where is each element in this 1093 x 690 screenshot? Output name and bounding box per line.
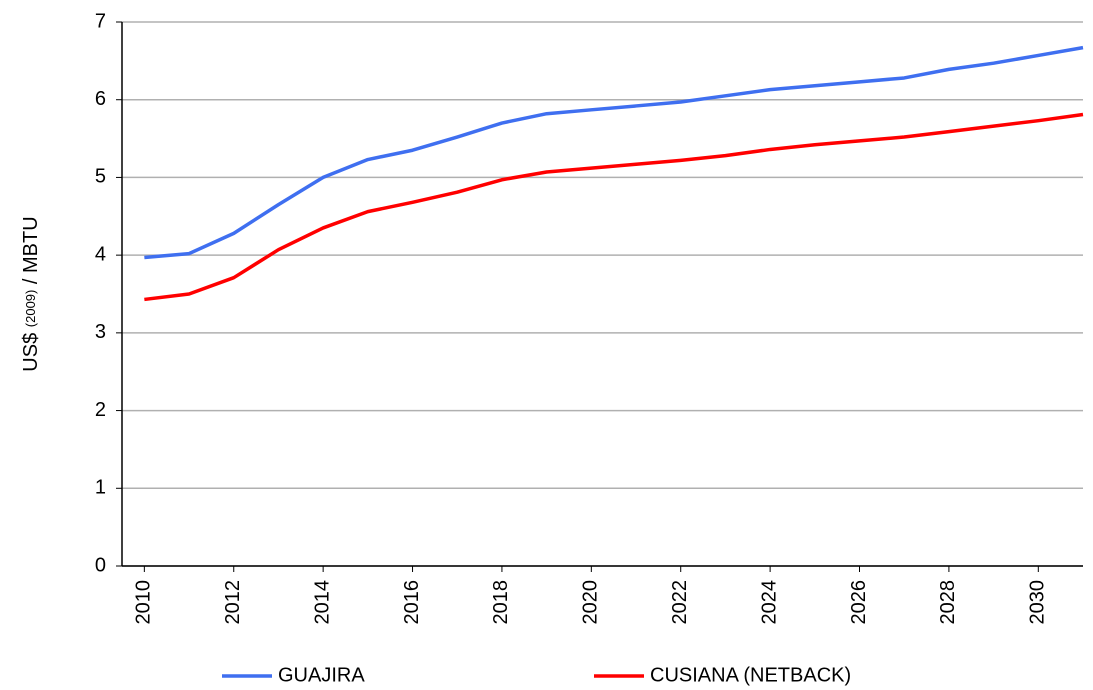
series-line	[144, 112, 1084, 302]
x-tick-label: 2012	[222, 580, 244, 625]
x-tick-label: 2018	[490, 580, 512, 625]
x-tick-label: 2022	[669, 580, 691, 625]
y-tick-label: 4	[95, 243, 106, 265]
y-tick-label: 6	[95, 88, 106, 110]
y-tick-label: 1	[95, 477, 106, 499]
x-tick-label: 2010	[133, 580, 155, 625]
y-axis-title: US$ (2009) / MBTU	[20, 216, 42, 371]
y-label-part: (2009)	[23, 290, 38, 328]
y-label-part: / MBTU	[20, 216, 42, 284]
series-line	[144, 45, 1084, 260]
legend-label: GUAJIRA	[278, 664, 365, 686]
y-tick-label: 2	[95, 399, 106, 421]
x-tick-label: 2028	[937, 580, 959, 625]
y-tick-label: 3	[95, 321, 106, 343]
x-tick-label: 2026	[848, 580, 870, 625]
x-tick-label: 2024	[758, 580, 780, 625]
y-tick-label: 7	[95, 10, 106, 32]
y-label-part: US$	[20, 333, 42, 372]
x-tick-label: 2016	[401, 580, 423, 625]
y-tick-label: 0	[95, 554, 106, 576]
x-tick-label: 2030	[1027, 580, 1049, 625]
legend-label: CUSIANA (NETBACK)	[650, 664, 851, 686]
x-tick-label: 2014	[311, 580, 333, 625]
y-tick-label: 5	[95, 166, 106, 188]
x-tick-label: 2020	[580, 580, 602, 625]
